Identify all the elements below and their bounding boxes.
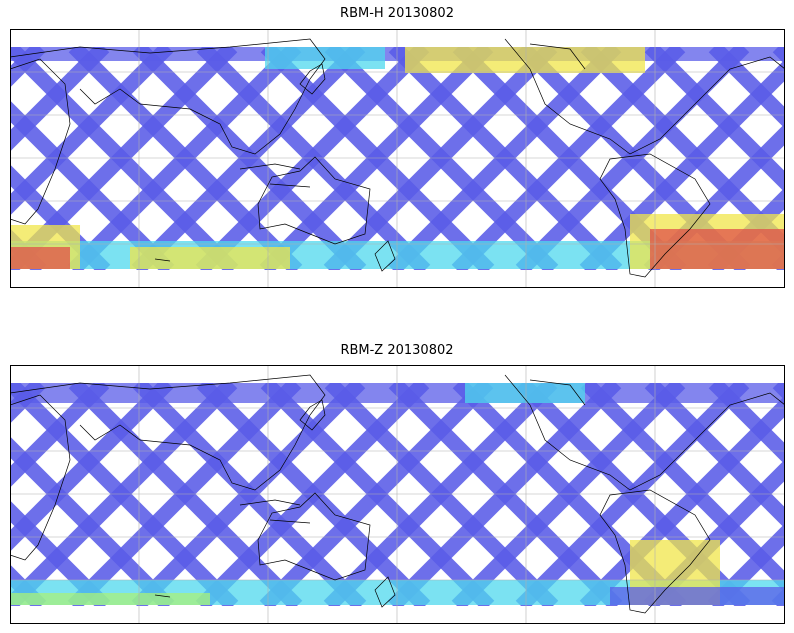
map-frame: [10, 365, 785, 624]
swath-descending: [67, 47, 302, 270]
swath-descending: [259, 383, 494, 606]
swath-descending: [323, 47, 558, 270]
map-panel-rbm-h: [10, 29, 785, 288]
swath-grid: [10, 47, 785, 270]
swath-descending: [451, 47, 686, 270]
coastline: [10, 374, 326, 491]
swath-ascending: [10, 500, 111, 606]
coastline: [257, 492, 371, 581]
coastline: [257, 156, 371, 245]
swath-descending: [10, 47, 110, 152]
swath-descending: [387, 383, 622, 606]
coastline: [529, 379, 586, 406]
swath-grid: [10, 383, 785, 606]
coastline: [374, 576, 396, 608]
coastline: [154, 594, 171, 598]
polar-band: [10, 47, 785, 61]
gridlines: [10, 29, 785, 288]
polar-band: [265, 47, 385, 69]
swath-descending: [10, 47, 174, 216]
coastline: [299, 63, 326, 95]
swath-descending: [323, 383, 558, 606]
coastline: [299, 399, 326, 431]
polar-band: [10, 593, 210, 605]
swath-descending: [10, 383, 110, 488]
swath-descending: [131, 47, 366, 270]
coastline: [10, 58, 71, 225]
swath-ascending: [708, 47, 785, 129]
swath-ascending: [708, 383, 785, 465]
coastline: [374, 240, 396, 272]
swath-descending: [67, 383, 302, 606]
swath-descending: [10, 383, 174, 552]
coastline: [239, 499, 311, 524]
polar-band: [650, 229, 785, 269]
polar-band: [10, 247, 70, 269]
coastline: [599, 153, 711, 278]
swath-descending: [579, 59, 785, 270]
polar-band: [465, 383, 585, 403]
swath-descending: [387, 47, 622, 270]
coastline: [529, 43, 586, 70]
polar-band: [405, 47, 645, 73]
coastline: [504, 38, 785, 155]
polar-band: [130, 247, 290, 269]
map-frame: [10, 29, 785, 288]
panel-title-rbm-z: RBM-Z 20130802: [340, 343, 454, 358]
swath-descending: [579, 395, 785, 606]
swath-descending: [515, 47, 750, 270]
coastline: [10, 38, 326, 155]
map-panel-rbm-z: [10, 365, 785, 624]
swath-descending: [707, 523, 785, 606]
swath-descending: [259, 47, 494, 270]
coastline: [10, 394, 71, 561]
coastlines: [10, 38, 785, 278]
swath-descending: [195, 383, 430, 606]
swath-descending: [515, 383, 750, 606]
polar-band: [10, 383, 785, 403]
swath-descending: [131, 383, 366, 606]
coastline: [504, 374, 785, 491]
coastline: [154, 258, 171, 262]
panel-title-rbm-h: RBM-H 20130802: [340, 6, 454, 21]
swath-descending: [195, 47, 430, 270]
polar-band: [610, 587, 785, 605]
swath-descending: [451, 383, 686, 606]
coastline: [239, 163, 311, 188]
coastline: [599, 489, 711, 614]
coastlines: [10, 374, 785, 614]
swath-descending: [10, 383, 238, 606]
gridlines: [10, 365, 785, 624]
